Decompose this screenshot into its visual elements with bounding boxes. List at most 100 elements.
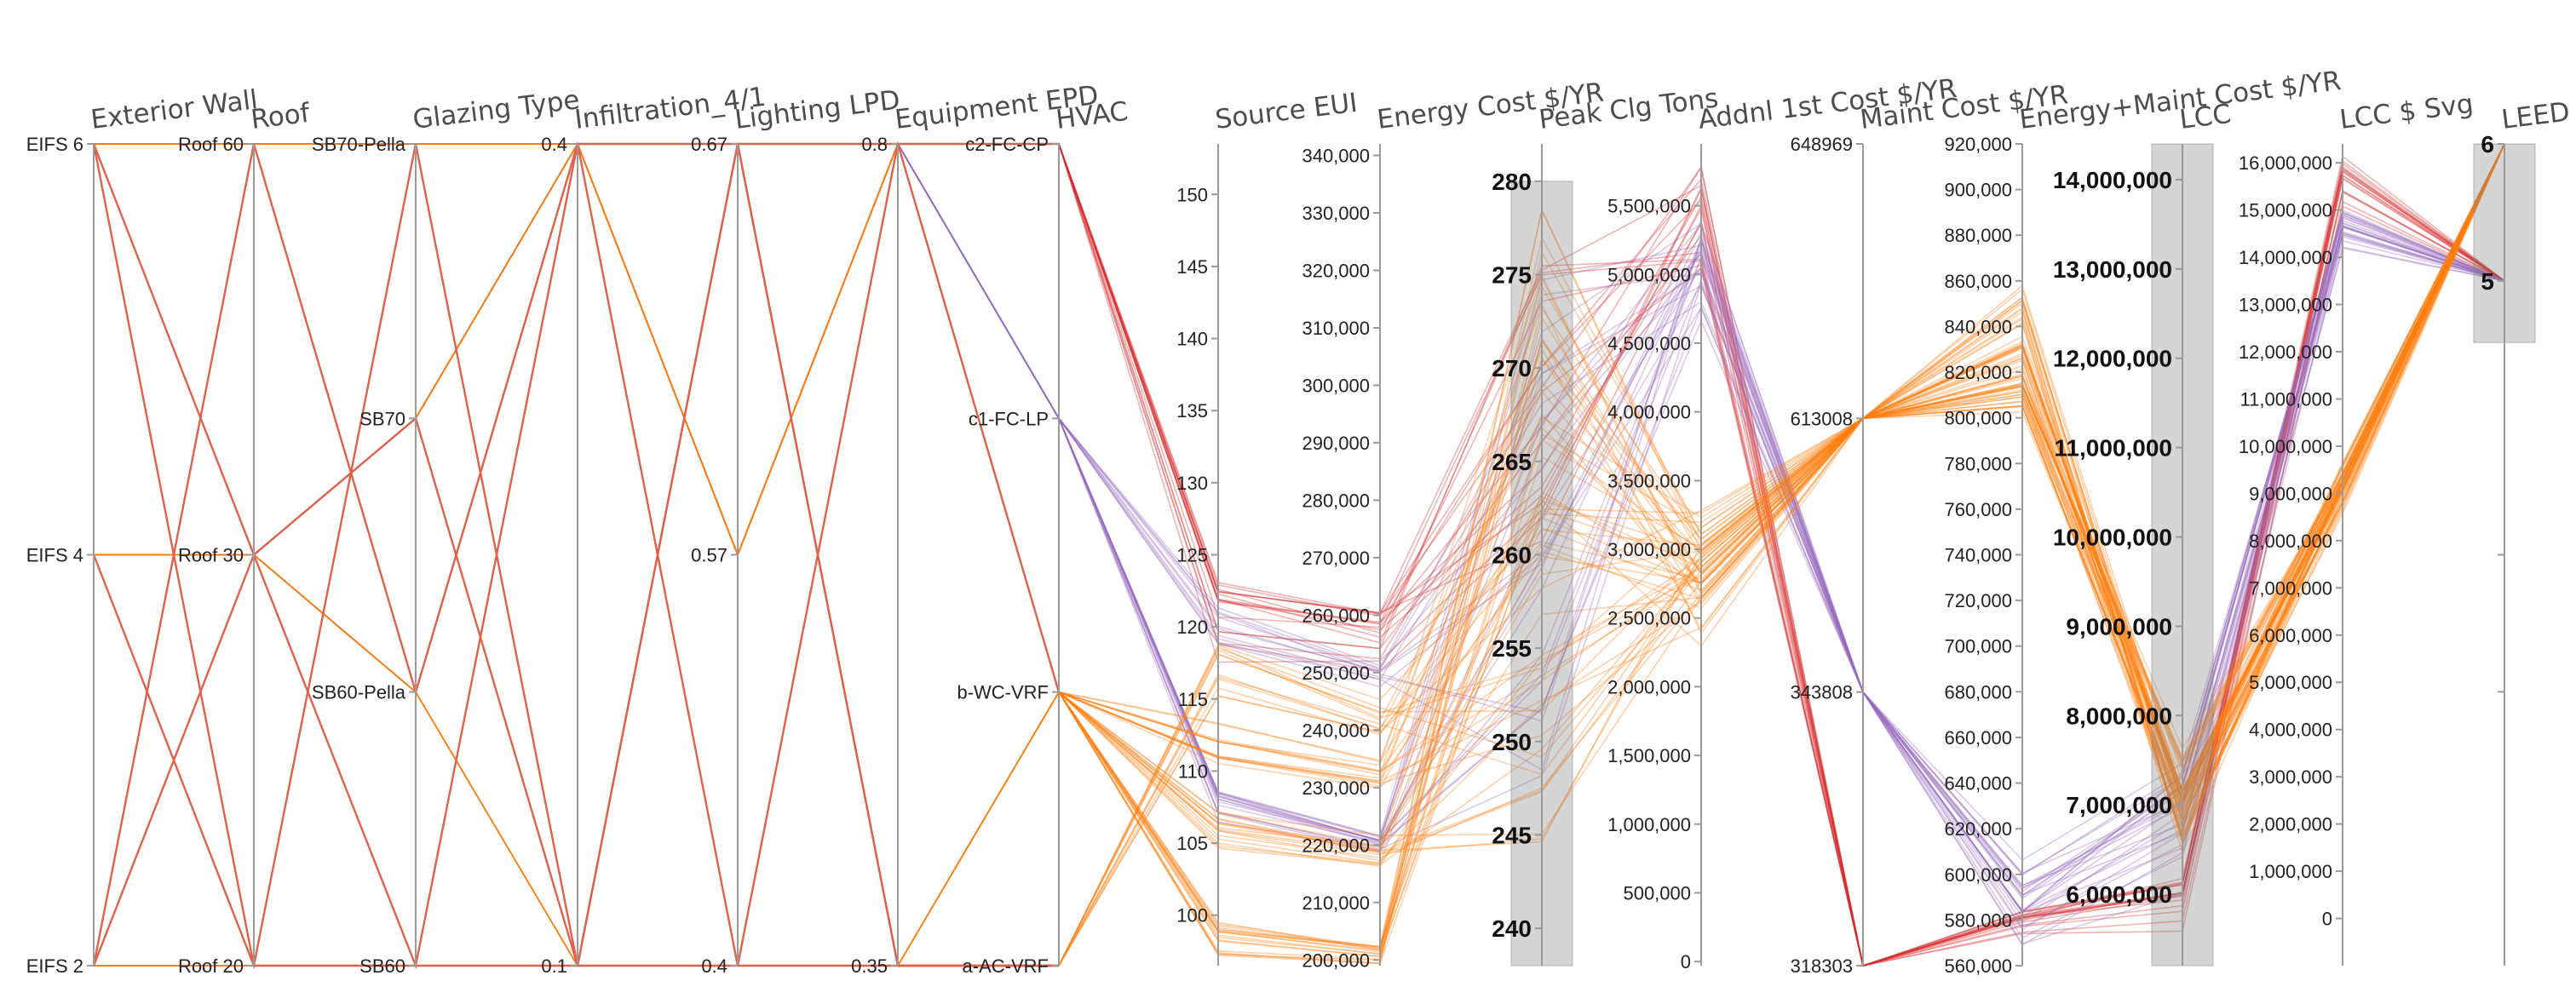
- tick-label: 8,000,000: [2066, 703, 2172, 729]
- series-line-purple: [94, 142, 2505, 898]
- series-line-purple: [94, 142, 2505, 931]
- tick-label: 600,000: [1944, 864, 2012, 886]
- tick-label: 270: [1492, 355, 1532, 382]
- series-line-purple: [94, 141, 2505, 861]
- series-line-orange: [94, 141, 2505, 843]
- series-line-orange: [94, 141, 2505, 953]
- series-line-orange: [94, 141, 2505, 824]
- series-line-red: [94, 143, 2505, 967]
- tick-label: 10,000,000: [2053, 525, 2172, 551]
- axis-title-roof: Roof: [250, 98, 313, 135]
- axis-inf[interactable]: Infiltration_4/10.40.1: [541, 82, 767, 977]
- series-line-purple: [94, 141, 2505, 886]
- series-line-orange: [94, 143, 2505, 967]
- series-line-orange: [94, 143, 2505, 967]
- tick-label: 4,000,000: [1607, 402, 1691, 423]
- axis-eui[interactable]: Source EUI 100 105 110 115 120 125 130 135 140 145…: [1176, 88, 1359, 966]
- series-line-red: [94, 143, 2505, 967]
- tick-label: 2,000,000: [1607, 676, 1691, 697]
- axis-roof[interactable]: Roof Roof 60 Roof 30 Roof 20: [178, 98, 313, 977]
- tick-label: 640,000: [1944, 773, 2012, 795]
- series-line-red: [94, 143, 2505, 967]
- series-line-orange: [94, 141, 2505, 840]
- tick-label: 280,000: [1302, 490, 1370, 511]
- tick-label: SB60: [359, 955, 405, 977]
- series-line-purple: [94, 142, 2505, 900]
- axis-title-lcc: LCC: [2178, 99, 2233, 135]
- tick-label: 140: [1176, 329, 1208, 350]
- axis-lcc[interactable]: LCC 6,000,000 7,000,000 8,000,000 9,000,000 1…: [2053, 99, 2233, 967]
- tick-label: 680,000: [1944, 681, 2012, 703]
- tick-label: 1,000,000: [1607, 814, 1691, 835]
- series-line-purple: [94, 142, 2505, 897]
- tick-label: 270,000: [1302, 548, 1370, 569]
- axis-ew[interactable]: Exterior Wall EIFS 6 EIFS 4 EIFS 2: [26, 84, 260, 977]
- tick-label: 800,000: [1944, 408, 2012, 429]
- series-line-purple: [94, 142, 2505, 918]
- tick-label: c2-FC-CP: [965, 134, 1049, 155]
- tick-label: Roof 20: [178, 955, 244, 977]
- tick-label: 580,000: [1944, 909, 2012, 931]
- tick-label: 9,000,000: [2066, 613, 2172, 640]
- series-line-orange: [94, 141, 2505, 965]
- tick-label: 4,500,000: [1607, 333, 1691, 354]
- tick-label: 105: [1176, 833, 1208, 854]
- tick-label: 880,000: [1944, 225, 2012, 246]
- tick-label: 3,500,000: [1607, 470, 1691, 491]
- tick-label: 340,000: [1302, 145, 1370, 166]
- tick-label: 120: [1176, 617, 1208, 638]
- tick-label: 115: [1178, 689, 1208, 710]
- tick-label: 260,000: [1302, 605, 1370, 626]
- tick-label: 210,000: [1302, 892, 1370, 914]
- axis-title-ew: Exterior Wall: [89, 84, 260, 135]
- tick-label: 240,000: [1302, 720, 1370, 741]
- tick-label: EIFS 2: [26, 955, 83, 977]
- tick-label: 780,000: [1944, 453, 2012, 474]
- axis-ecost[interactable]: Energy Cost $/YR200,000210,000220,000230…: [1302, 77, 1605, 972]
- series-line-orange: [94, 141, 2505, 795]
- tick-label: 12,000,000: [2053, 346, 2172, 372]
- tick-label: 6,000,000: [2249, 625, 2332, 646]
- tick-label: Roof 30: [178, 545, 244, 566]
- series-line-orange: [94, 141, 2505, 844]
- series-line-orange: [94, 143, 2505, 967]
- series-line-orange: [94, 141, 2505, 961]
- series-line-red: [94, 143, 2505, 967]
- tick-label: 150: [1176, 184, 1208, 205]
- series-line-orange: [94, 143, 2505, 967]
- series-line-orange: [94, 143, 2505, 967]
- series-line-orange: [94, 141, 2505, 845]
- tick-label: 135: [1176, 400, 1208, 422]
- tick-label: 613008: [1791, 408, 1853, 429]
- tick-label: 125: [1176, 545, 1208, 566]
- series-line-purple: [94, 142, 2505, 928]
- series-line-purple: [94, 142, 2505, 946]
- polylines-layer: [92, 141, 2505, 969]
- series-line-red: [94, 143, 2505, 967]
- tick-label: 1,000,000: [2249, 861, 2332, 882]
- tick-label: 230,000: [1302, 777, 1370, 799]
- tick-label: 4,000,000: [2249, 720, 2332, 741]
- tick-label: 11,000,000: [2054, 435, 2172, 462]
- series-line-purple: [94, 142, 2505, 912]
- tick-label: 11,000,000: [2240, 388, 2332, 410]
- series-line-purple: [94, 142, 2505, 924]
- series-line-orange: [94, 141, 2505, 824]
- tick-label: 290,000: [1302, 433, 1370, 454]
- tick-label: EIFS 4: [26, 545, 83, 566]
- series-line-purple: [94, 142, 2505, 914]
- tick-label: 900,000: [1944, 180, 2012, 201]
- series-line-orange: [94, 141, 2505, 808]
- tick-label: 12,000,000: [2239, 341, 2332, 363]
- tick-label: 820,000: [1944, 362, 2012, 383]
- tick-label: 7,000,000: [2249, 577, 2332, 599]
- tick-label: 240: [1492, 915, 1532, 942]
- tick-label: 260: [1492, 542, 1532, 569]
- tick-label: 500,000: [1623, 882, 1691, 904]
- tick-label: 720,000: [1944, 590, 2012, 611]
